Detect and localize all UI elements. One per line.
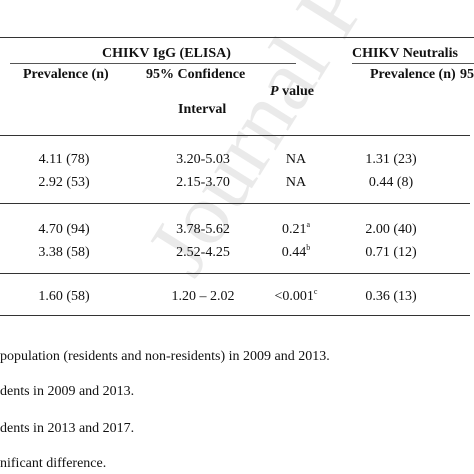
cell-value: 2.00 (40) <box>365 222 417 237</box>
p-italic: P <box>270 84 279 99</box>
table-cell: NA <box>236 152 356 168</box>
table-cell: 1.31 (23) <box>331 152 451 168</box>
group-header-neutralisation: CHIKV Neutralis <box>352 46 458 61</box>
table-cell: 0.21a <box>236 220 356 238</box>
table-cell: 2.92 (53) <box>4 175 124 191</box>
subheader-p-value: P value <box>270 84 314 100</box>
cell-superscript: a <box>306 220 311 229</box>
table-cell: 2.00 (40) <box>331 222 451 238</box>
section-rule-2 <box>0 273 470 274</box>
subheader-ci-line2: Interval <box>178 102 227 117</box>
cell-value: 1.60 (58) <box>38 289 90 304</box>
cell-value: 0.21 <box>281 222 307 237</box>
cell-value: 3.20-5.03 <box>176 152 230 167</box>
group-underline-igg <box>10 63 296 64</box>
section-rule-1 <box>0 203 470 204</box>
cell-value: 0.44 <box>281 245 307 260</box>
cell-value: 2.52-4.25 <box>176 245 230 260</box>
footnote-4: nificant difference. <box>0 456 107 471</box>
cell-value: 1.20 – 2.02 <box>171 289 235 304</box>
cell-value: 2.92 (53) <box>38 175 90 190</box>
table-cell: 1.20 – 2.02 <box>143 289 263 305</box>
group-header-igg: CHIKV IgG (ELISA) <box>102 46 231 61</box>
table-cell: 3.78-5.62 <box>143 222 263 238</box>
bottom-rule <box>0 315 470 316</box>
cell-superscript: b <box>306 243 311 252</box>
footnote-1: population (residents and non-residents)… <box>0 349 330 364</box>
table-cell: <0.001c <box>236 287 356 305</box>
table-cell: 0.44 (8) <box>331 175 451 191</box>
table-cell: 0.44b <box>236 243 356 261</box>
table-cell: 4.11 (78) <box>4 152 124 168</box>
table-cell: 3.20-5.03 <box>143 152 263 168</box>
cell-value: 2.15-3.70 <box>176 175 230 190</box>
cell-value: NA <box>285 175 307 190</box>
footnote-3: dents in 2013 and 2017. <box>0 421 135 436</box>
table-cell: 0.71 (12) <box>331 245 451 261</box>
table-cell: 0.36 (13) <box>331 289 451 305</box>
table-cell: 2.52-4.25 <box>143 245 263 261</box>
table-cell: 2.15-3.70 <box>143 175 263 191</box>
group-underline-neutralisation <box>352 63 474 64</box>
cell-value: 0.44 (8) <box>368 175 414 190</box>
subheader-neut-ci-partial: 95 <box>460 67 474 82</box>
subheader-prevalence: Prevalence (n) <box>23 67 109 82</box>
cell-value: 0.71 (12) <box>365 245 417 260</box>
table-cell: 3.38 (58) <box>4 245 124 261</box>
cell-value: 4.70 (94) <box>38 222 90 237</box>
cell-value: NA <box>285 152 307 167</box>
cell-value: 0.36 (13) <box>365 289 417 304</box>
table-cell: 1.60 (58) <box>4 289 124 305</box>
subheader-ci-line1: 95% Confidence <box>146 67 246 82</box>
table-cell: 4.70 (94) <box>4 222 124 238</box>
cell-value: 1.31 (23) <box>365 152 417 167</box>
footnote-2: dents in 2009 and 2013. <box>0 384 135 399</box>
top-rule <box>0 37 474 38</box>
subheader-neut-prevalence: Prevalence (n) <box>370 67 456 82</box>
p-rest: value <box>278 84 314 99</box>
table-cell: NA <box>236 175 356 191</box>
cell-superscript: c <box>313 287 318 296</box>
cell-value: 3.38 (58) <box>38 245 90 260</box>
cell-value: <0.001 <box>274 289 314 304</box>
header-bottom-rule <box>0 135 470 136</box>
cell-value: 3.78-5.62 <box>176 222 230 237</box>
cell-value: 4.11 (78) <box>38 152 90 167</box>
